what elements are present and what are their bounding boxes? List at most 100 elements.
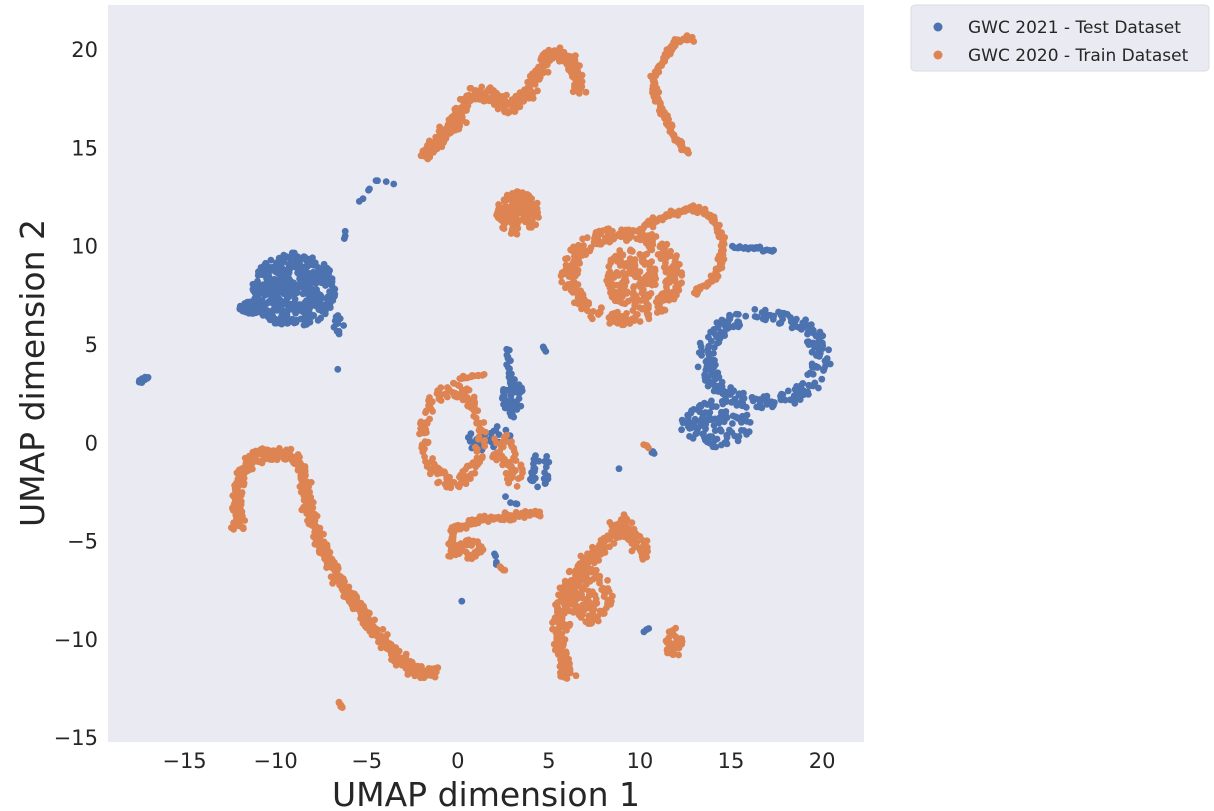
test-point <box>492 552 499 560</box>
train-point <box>474 538 481 546</box>
test-point <box>301 313 309 321</box>
y-tick-label: 5 <box>85 333 98 357</box>
train-point <box>662 289 669 297</box>
test-point <box>778 309 786 317</box>
test-point <box>390 180 398 188</box>
train-point <box>514 475 522 482</box>
train-point <box>426 470 434 478</box>
train-point <box>521 195 529 203</box>
test-point <box>374 177 381 185</box>
train-point <box>654 251 662 258</box>
test-point <box>493 423 501 430</box>
test-point <box>250 287 257 295</box>
train-point <box>428 398 436 406</box>
test-point <box>243 300 250 307</box>
train-point <box>452 393 459 400</box>
train-point <box>671 275 679 283</box>
legend-label-train: GWC 2020 - Train Dataset <box>968 46 1189 66</box>
train-point <box>622 316 630 324</box>
test-point <box>710 371 718 379</box>
train-point <box>676 641 684 649</box>
train-point <box>287 445 295 453</box>
train-point <box>624 297 632 305</box>
train-point <box>636 304 643 311</box>
y-tick-label: 0 <box>85 431 98 455</box>
train-point <box>594 617 602 625</box>
test-point <box>317 314 324 322</box>
x-tick-labels: −15 −10 −5 0 5 10 15 20 <box>162 749 835 773</box>
train-point <box>621 274 629 282</box>
train-point <box>422 407 430 415</box>
x-axis-label: UMAP dimension 1 <box>332 775 640 811</box>
test-point <box>545 458 553 466</box>
train-point <box>589 606 597 614</box>
train-point <box>604 596 612 604</box>
train-point <box>462 387 470 395</box>
test-point <box>791 386 799 393</box>
test-point <box>708 397 715 405</box>
test-point <box>745 428 753 436</box>
train-point <box>395 647 403 655</box>
test-point <box>777 396 785 404</box>
test-point <box>764 311 772 319</box>
test-point <box>735 318 743 326</box>
test-point <box>650 450 658 457</box>
test-point <box>501 387 509 395</box>
test-point <box>701 399 708 407</box>
x-tick-label: 10 <box>627 749 654 773</box>
train-point <box>610 539 618 547</box>
test-point <box>811 343 818 351</box>
train-point <box>575 300 582 308</box>
test-point <box>721 409 728 416</box>
test-point <box>696 339 704 347</box>
train-point <box>434 479 441 487</box>
y-tick-label: −10 <box>54 628 98 652</box>
test-point <box>359 195 367 203</box>
train-point <box>579 601 587 609</box>
train-point <box>643 233 650 240</box>
train-point <box>661 306 669 314</box>
train-point <box>558 278 566 286</box>
train-point <box>510 447 518 455</box>
train-point <box>557 669 564 677</box>
train-point <box>493 449 501 457</box>
train-point <box>238 489 246 496</box>
train-point <box>575 241 582 249</box>
test-point <box>281 315 288 323</box>
train-point <box>656 296 663 303</box>
test-point <box>303 280 311 288</box>
test-point <box>761 306 769 314</box>
y-tick-label: −5 <box>67 530 98 554</box>
test-point <box>684 414 692 421</box>
test-point <box>806 382 814 390</box>
train-point <box>672 288 680 295</box>
test-point <box>502 493 509 500</box>
test-point <box>242 308 250 316</box>
test-point <box>541 469 548 476</box>
train-point <box>494 105 502 113</box>
test-point <box>302 303 310 311</box>
train-point <box>574 281 582 288</box>
train-point <box>507 462 515 470</box>
test-point <box>382 178 390 186</box>
test-point <box>723 433 731 441</box>
train-point <box>607 275 614 282</box>
train-point <box>591 591 599 599</box>
test-point <box>285 283 292 290</box>
train-point <box>663 240 671 248</box>
test-point <box>712 403 720 410</box>
test-point <box>253 279 261 287</box>
train-point <box>643 250 651 258</box>
test-point <box>236 305 244 313</box>
test-point <box>283 295 291 302</box>
train-point <box>320 530 327 538</box>
train-point <box>638 276 645 284</box>
train-point <box>602 234 609 242</box>
test-point <box>309 288 316 296</box>
test-point <box>511 376 518 383</box>
train-point <box>532 221 540 229</box>
x-tick-label: 0 <box>451 749 464 773</box>
test-point <box>366 185 373 193</box>
test-point <box>300 254 307 262</box>
train-point <box>421 453 428 461</box>
